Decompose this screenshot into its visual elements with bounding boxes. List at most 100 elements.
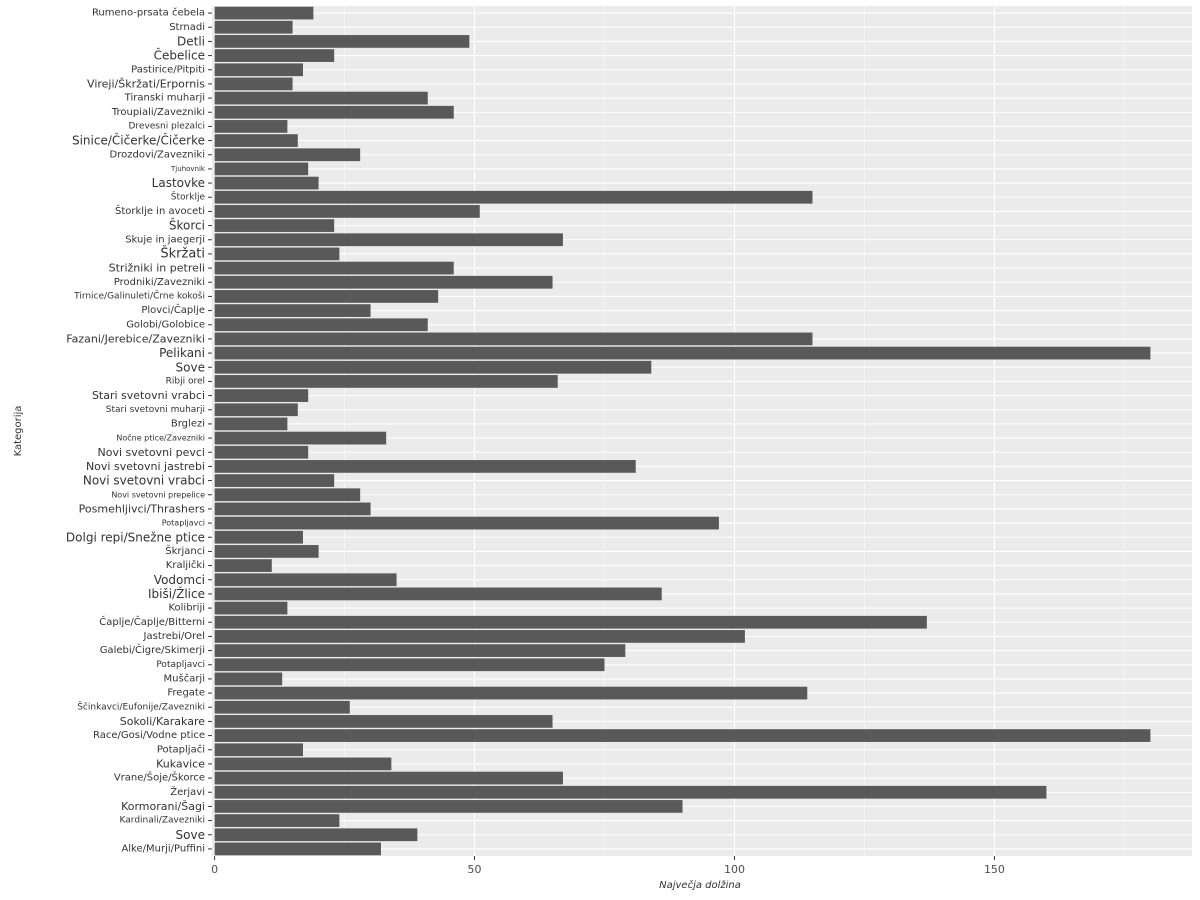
x-axis-title: Največja dolžina xyxy=(659,879,741,891)
bar xyxy=(214,148,361,162)
category-label: Čaplje/Čaplje/Bitterni xyxy=(99,615,205,628)
category-labels: Rumeno-prsata čebela StrnadiDetliČebelice… xyxy=(66,7,212,854)
minor-gridlines xyxy=(344,6,1125,856)
category-label: Stari svetovni muharji xyxy=(106,405,205,415)
category-label: Škorci xyxy=(169,218,205,233)
category-label: Sinice/Čičerke/Čičerke xyxy=(72,133,205,148)
bar xyxy=(214,190,813,204)
bar xyxy=(214,134,298,147)
category-label: Drevesni plezalci xyxy=(128,121,205,131)
category-label: Novi svetovni prepelice xyxy=(111,490,205,499)
plot-panel xyxy=(212,6,1192,856)
category-label: Čebelice xyxy=(154,48,205,63)
bar xyxy=(214,545,319,558)
category-label: Vodomci xyxy=(154,573,205,587)
category-label: Plovci/Čaplje xyxy=(141,303,205,316)
category-label: Vrane/Šoje/Škorce xyxy=(114,771,205,784)
bar xyxy=(214,587,662,601)
bar xyxy=(214,403,298,417)
bar xyxy=(214,488,361,502)
category-label: Detli xyxy=(177,34,205,48)
category-label: Kraljički xyxy=(166,559,205,571)
bar xyxy=(214,162,309,176)
category-label: Škržati xyxy=(160,245,205,261)
bar xyxy=(214,474,335,487)
category-label: Galebi/Čigre/Skimerji xyxy=(100,643,205,656)
category-label: Potapljavci xyxy=(162,519,205,528)
category-label: Posmehljivci/Thrashers xyxy=(79,502,206,515)
bar xyxy=(214,630,745,643)
bar xyxy=(214,261,454,275)
category-label: Lastovke xyxy=(152,176,205,190)
major-gridlines xyxy=(212,6,1192,856)
category-label: Potapljači xyxy=(157,743,205,755)
bar xyxy=(214,91,428,105)
bar xyxy=(214,346,1151,360)
category-label: Novi svetovni vrabci xyxy=(83,474,205,488)
bar xyxy=(214,120,288,133)
category-label: Skuje in jaegerji xyxy=(125,234,205,245)
bar xyxy=(214,304,371,317)
bar xyxy=(214,715,553,728)
bar xyxy=(214,658,605,672)
bar xyxy=(214,686,808,700)
category-label: Prodniki/Zavezniki xyxy=(114,277,205,288)
bar xyxy=(214,6,314,20)
category-label: Troupiali/Zavezniki xyxy=(111,107,205,118)
bar xyxy=(214,63,303,77)
x-tick-label: 50 xyxy=(468,863,482,876)
x-tick-label: 150 xyxy=(984,863,1005,876)
category-label: Ribji orel xyxy=(166,376,205,386)
bar xyxy=(214,35,470,48)
y-axis-title: Kategorija xyxy=(13,406,24,457)
bar xyxy=(214,800,683,813)
bar xyxy=(214,176,319,190)
bar xyxy=(214,785,1047,799)
category-label: Jastrebi/Orel xyxy=(143,631,205,642)
bar xyxy=(214,417,288,431)
category-label: Brglezi xyxy=(171,418,205,429)
category-label: Novi svetovni pevci xyxy=(98,446,205,459)
bar xyxy=(214,247,340,261)
bar xyxy=(214,601,288,615)
category-label: Muščarji xyxy=(164,672,205,684)
bar xyxy=(214,828,418,842)
bar xyxy=(214,389,309,402)
bar xyxy=(214,375,558,388)
bar xyxy=(214,275,553,289)
bar xyxy=(214,743,303,757)
bars xyxy=(214,6,1151,856)
category-label: Ibiši/Žlice xyxy=(148,586,205,601)
bar xyxy=(214,757,392,771)
category-label: Stari svetovni vrabci xyxy=(92,389,205,402)
category-label: Pelikani xyxy=(159,346,205,360)
bar xyxy=(214,814,340,827)
x-tick-label: 100 xyxy=(724,863,745,876)
bar xyxy=(214,20,293,34)
bar xyxy=(214,360,652,374)
category-label: Sove xyxy=(176,360,205,374)
bar xyxy=(214,233,563,247)
category-label: Fazani/Jerebice/Zavezniki xyxy=(66,332,205,345)
bar xyxy=(214,205,480,218)
bar xyxy=(214,530,303,544)
x-tick-label: 0 xyxy=(211,863,218,876)
bar xyxy=(214,77,293,91)
category-label: Škrjanci xyxy=(165,544,205,557)
category-label: Tjuhovnik xyxy=(170,165,206,173)
category-label: Sove xyxy=(176,828,205,842)
category-label: Štorklje xyxy=(171,190,206,202)
category-label: Race/Gosi/Vodne ptice xyxy=(93,730,205,741)
category-label: Vireji/Škržati/Erpornis xyxy=(87,77,205,90)
category-label: Tiranski muharji xyxy=(124,93,205,104)
bar xyxy=(214,615,927,629)
category-label: Pastirice/Pitpiti xyxy=(131,64,205,75)
category-label: Kukavice xyxy=(156,757,205,770)
category-label: Drozdovi/Zavezniki xyxy=(110,149,205,160)
category-label: Kormorani/Šagi xyxy=(121,800,205,813)
category-label: Golobi/Golobice xyxy=(126,319,205,330)
category-label: Fregate xyxy=(167,688,205,699)
category-label: Dolgi repi/Snežne ptice xyxy=(66,530,205,544)
bar xyxy=(214,431,387,445)
category-label: Štorklje in avoceti xyxy=(115,204,205,217)
